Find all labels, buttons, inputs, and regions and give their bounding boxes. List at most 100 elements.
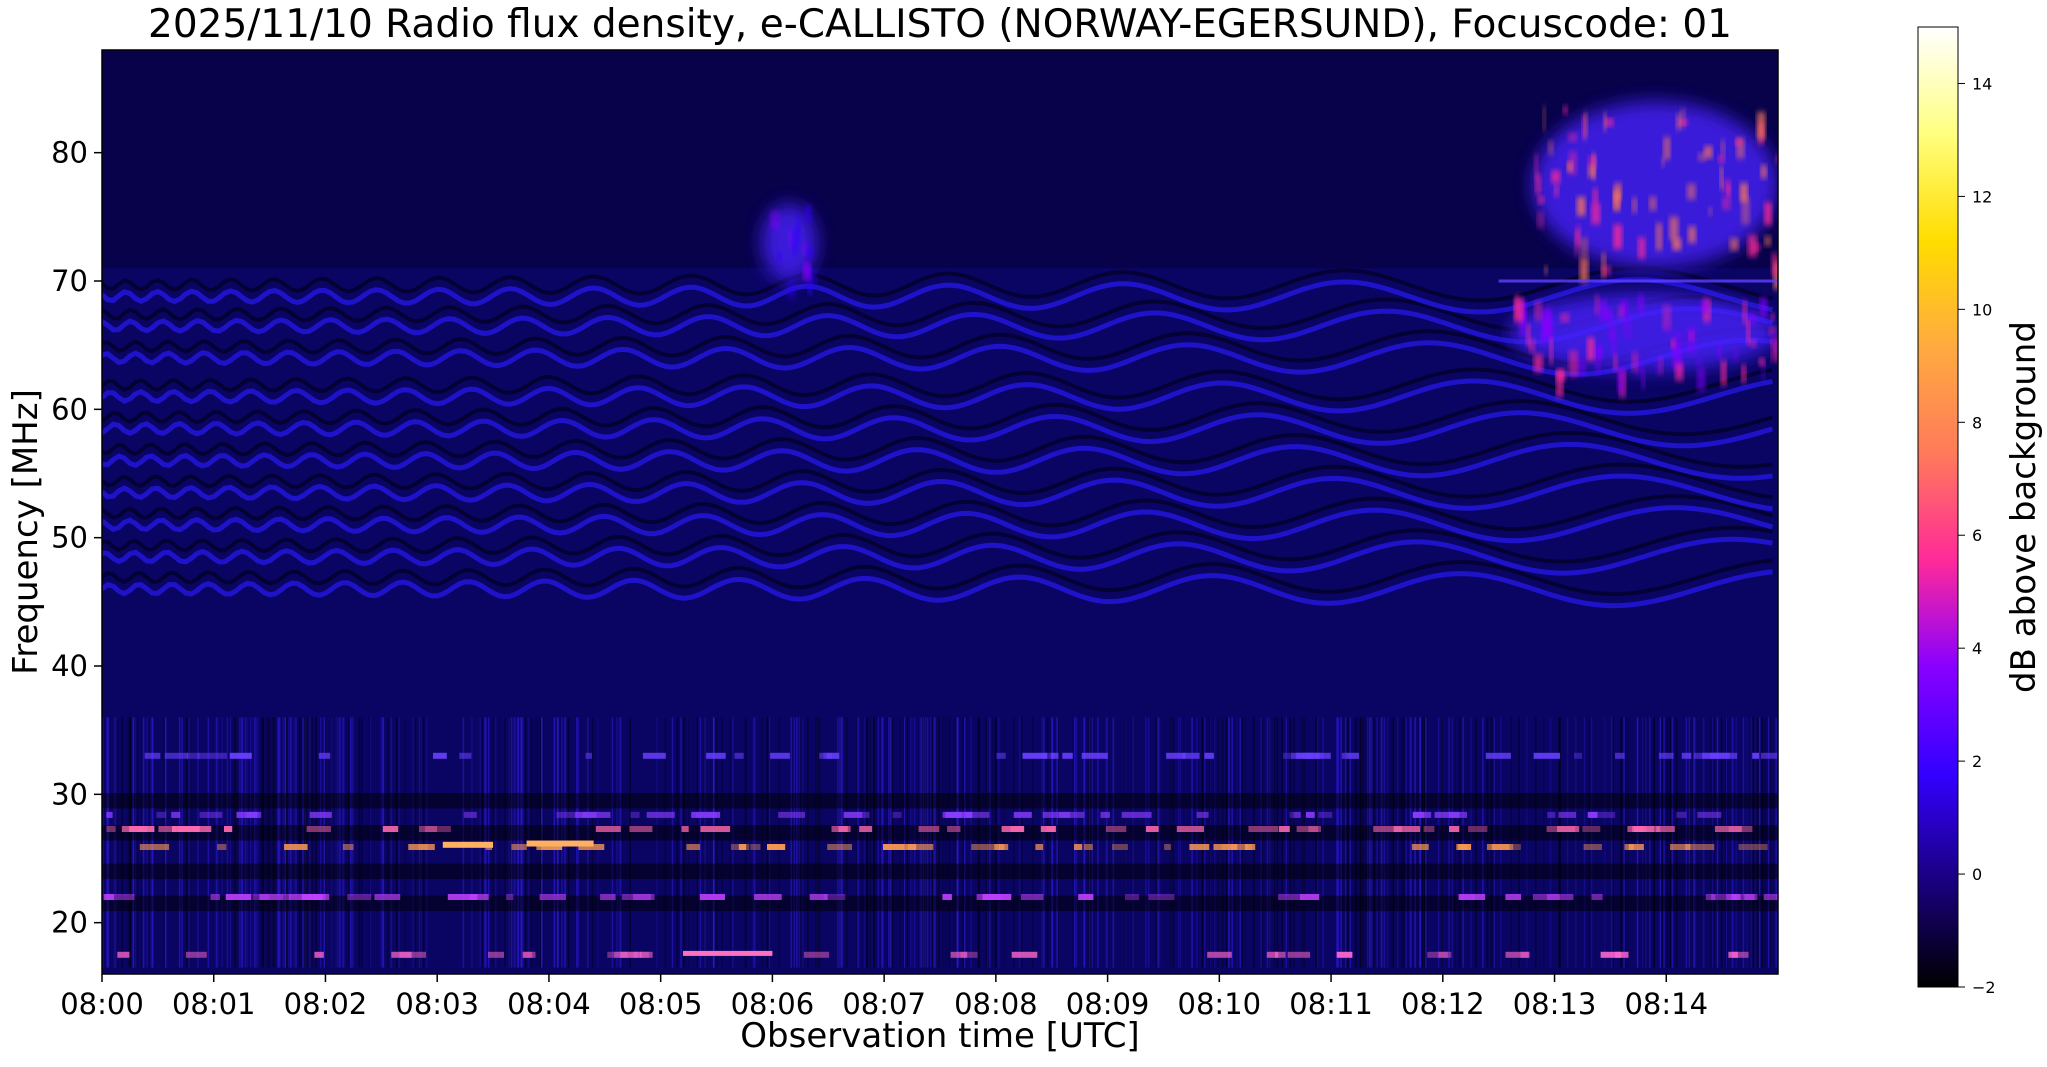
interference-streak: [1340, 717, 1342, 968]
interference-streak: [1583, 717, 1586, 968]
interference-streak: [1397, 717, 1399, 968]
interference-streak: [352, 717, 354, 968]
interference-streak: [1213, 717, 1215, 968]
y-tick-label: 70: [51, 264, 88, 298]
interference-streak: [1687, 717, 1689, 968]
interference-streak: [1659, 717, 1662, 968]
burst-dash: [1346, 752, 1359, 759]
burst-dash: [1658, 752, 1674, 759]
interference-streak: [1398, 717, 1400, 968]
ripple-dark-stripe: [102, 326, 1773, 365]
interference-streak: [1381, 717, 1383, 968]
interference-streak: [358, 717, 360, 968]
interference-streak: [152, 717, 154, 968]
interference-streak: [1526, 717, 1528, 968]
burst-speck: [1708, 206, 1712, 216]
burst-dash: [1714, 826, 1742, 832]
interference-streak: [251, 717, 254, 968]
burst-dash: [447, 894, 478, 900]
interference-streak: [1276, 717, 1279, 968]
interference-streak: [930, 717, 932, 968]
colorbar-tick-label: 2: [1972, 752, 1982, 771]
interference-streak: [358, 717, 361, 968]
interference-streak: [683, 717, 685, 968]
interference-streak: [285, 717, 288, 968]
burst-speck: [1671, 338, 1676, 349]
interference-streak: [1383, 717, 1386, 968]
burst-speck: [1759, 357, 1765, 366]
interference-streak: [1169, 717, 1172, 968]
interference-streak: [1604, 717, 1606, 968]
interference-streak: [288, 717, 290, 968]
burst-dash: [210, 894, 220, 900]
colorbar: [1917, 26, 1959, 988]
interference-streak: [713, 717, 715, 968]
interference-streak: [1057, 717, 1059, 968]
interference-streak: [721, 717, 723, 968]
interference-streak: [793, 717, 795, 968]
burst-speck: [1605, 309, 1613, 320]
interference-streak: [319, 717, 322, 968]
burst-dash: [1681, 752, 1692, 759]
interference-streak: [108, 717, 110, 968]
interference-streak: [240, 717, 243, 968]
burst-speck: [1769, 326, 1776, 335]
interference-streak: [1750, 717, 1753, 968]
interference-streak: [921, 717, 923, 968]
burst-speck: [1680, 109, 1686, 129]
interference-streak: [801, 717, 803, 968]
interference-streak: [311, 717, 313, 968]
interference-streak: [1769, 717, 1771, 968]
interference-streak: [1724, 717, 1727, 968]
burst-speck: [1672, 343, 1680, 370]
burst-dash: [1505, 951, 1529, 958]
burst-dash: [686, 844, 701, 850]
y-tick-label: 20: [51, 906, 88, 940]
interference-streak: [398, 717, 400, 968]
interference-streak: [1725, 717, 1728, 968]
interference-streak: [1442, 717, 1445, 968]
y-tick-label: 40: [51, 649, 88, 683]
interference-streak: [1775, 717, 1777, 968]
burst-speck: [1698, 152, 1706, 162]
burst-dash: [105, 894, 135, 900]
burst-dash: [419, 826, 437, 832]
interference-streak: [162, 717, 165, 968]
interference-streak: [998, 717, 1000, 968]
interference-streak: [1056, 717, 1058, 968]
burst-speck: [1617, 367, 1625, 393]
interference-streak: [1225, 717, 1228, 968]
burst-dash: [488, 951, 504, 958]
interference-streak: [1493, 717, 1495, 968]
burst-dash: [217, 844, 227, 850]
interference-streak: [132, 717, 135, 968]
interference-streak: [942, 717, 944, 968]
burst-dash: [843, 811, 863, 818]
interference-streak: [189, 717, 191, 968]
interference-streak: [1344, 717, 1347, 968]
interference-streak: [1373, 717, 1375, 968]
interference-streak: [1088, 717, 1091, 968]
burst-dash: [556, 811, 586, 818]
burst-dash: [1121, 811, 1152, 818]
interference-streak: [1087, 717, 1090, 968]
interference-streak: [151, 717, 153, 968]
interference-streak: [870, 717, 872, 968]
burst-dash: [259, 894, 283, 900]
interference-streak: [1510, 717, 1512, 968]
interference-streak: [1266, 717, 1269, 968]
interference-streak: [1409, 717, 1411, 968]
burst-dash: [964, 811, 973, 818]
burst-speck: [1678, 351, 1682, 374]
burst-dash: [1697, 811, 1722, 818]
burst-dash: [1318, 811, 1333, 818]
interference-streak: [1543, 717, 1545, 968]
interference-streak: [905, 717, 908, 968]
interference-streak: [991, 717, 994, 968]
burst-speck: [1719, 166, 1724, 190]
burst-dash: [1583, 844, 1602, 850]
interference-streak: [524, 717, 527, 968]
interference-streak: [1653, 717, 1655, 968]
burst-speck: [1602, 265, 1611, 276]
